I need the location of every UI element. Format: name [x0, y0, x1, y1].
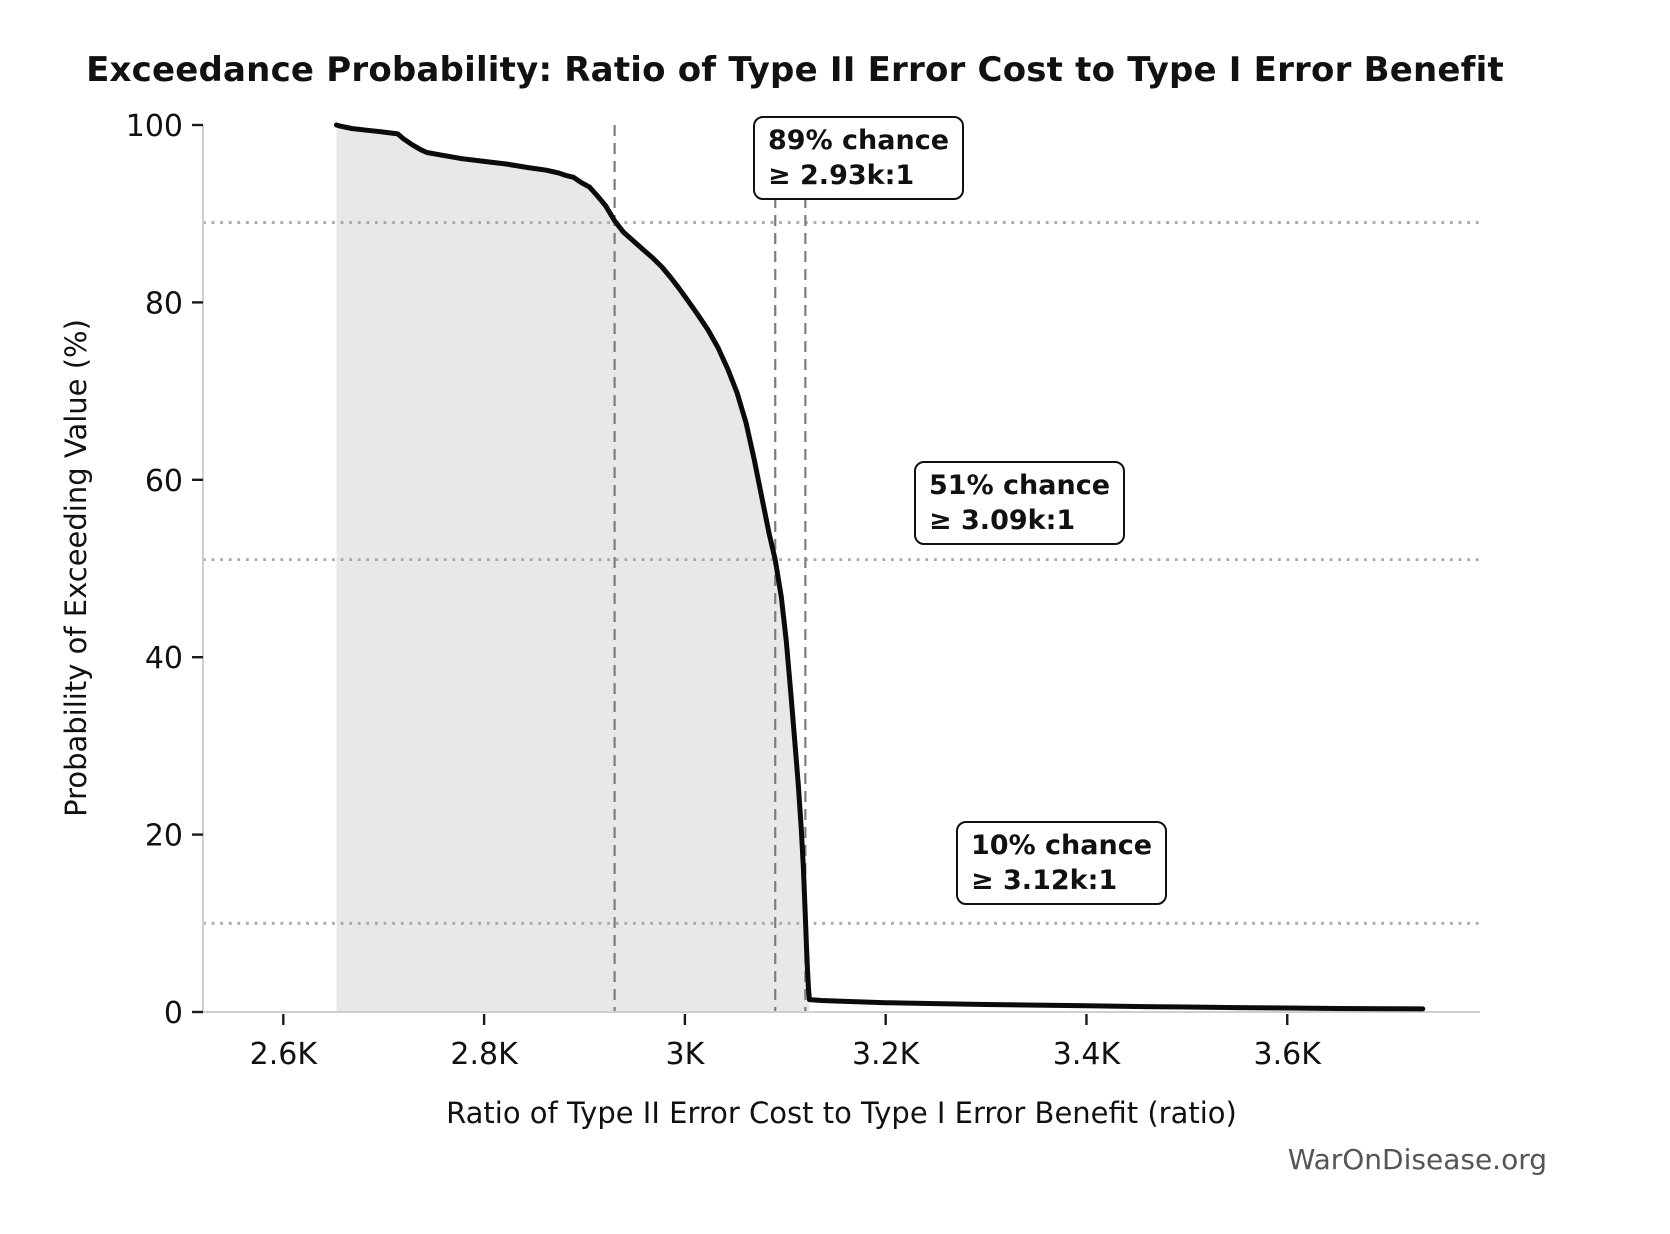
curve-fill-area [336, 125, 810, 1012]
x-tick-label: 3.2K [852, 1037, 921, 1072]
annotation-89pct: 89% chance ≥ 2.93k:1 [753, 116, 965, 200]
x-axis-label: Ratio of Type II Error Cost to Type I Er… [446, 1096, 1237, 1130]
x-tick-label: 2.8K [450, 1037, 519, 1072]
chart-title: Exceedance Probability: Ratio of Type II… [86, 50, 1504, 90]
annotation-line: ≥ 3.09k:1 [929, 505, 1076, 536]
y-tick-label: 40 [145, 641, 183, 676]
annotation-line: 51% chance [929, 470, 1111, 501]
annotation-51pct: 51% chance ≥ 3.09k:1 [914, 461, 1126, 545]
x-tick-label: 3.6K [1254, 1037, 1323, 1072]
x-tick-label: 3.4K [1053, 1037, 1122, 1072]
annotation-10pct: 10% chance ≥ 3.12k:1 [956, 821, 1168, 905]
y-tick-label: 80 [145, 286, 183, 321]
y-tick-label: 20 [145, 819, 183, 854]
annotation-line: ≥ 3.12k:1 [971, 865, 1118, 896]
annotation-line: ≥ 2.93k:1 [768, 160, 915, 191]
x-tick-label: 2.6K [250, 1037, 319, 1072]
x-tick-label: 3K [666, 1037, 706, 1072]
exceedance-curve [334, 122, 1426, 1012]
y-tick-label: 100 [126, 109, 183, 144]
annotation-line: 10% chance [971, 830, 1153, 861]
y-tick-label: 60 [145, 464, 183, 499]
annotation-line: 89% chance [768, 125, 950, 156]
y-tick-label: 0 [164, 996, 183, 1031]
watermark-text: WarOnDisease.org [1287, 1143, 1547, 1176]
